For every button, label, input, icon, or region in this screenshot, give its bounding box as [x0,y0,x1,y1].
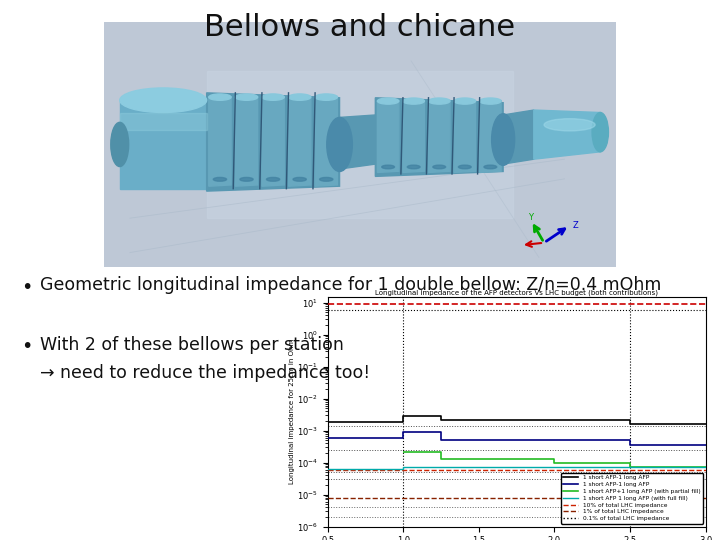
Ellipse shape [111,123,129,166]
Text: •: • [22,278,33,297]
Polygon shape [262,97,284,186]
Bar [207,71,513,218]
Polygon shape [315,97,338,186]
Ellipse shape [544,119,595,131]
Polygon shape [403,100,424,172]
Ellipse shape [459,165,471,169]
Text: Bellows and chicane: Bellows and chicane [204,14,516,43]
Bar [120,112,207,130]
Polygon shape [235,97,258,186]
Text: With 2 of these bellows per station: With 2 of these bellows per station [40,336,343,354]
Ellipse shape [484,165,497,169]
Polygon shape [534,110,600,159]
Ellipse shape [235,94,258,100]
Ellipse shape [315,94,338,100]
Ellipse shape [266,178,280,181]
Text: •: • [22,338,33,356]
Ellipse shape [262,94,284,100]
Ellipse shape [327,117,352,172]
Text: Z: Z [572,221,578,230]
Polygon shape [480,100,501,172]
Ellipse shape [377,98,399,104]
Ellipse shape [454,98,475,104]
Title: Longitudinal impedance of the AFP detectors Vs LHC budget (both contributions): Longitudinal impedance of the AFP detect… [375,289,658,296]
Ellipse shape [428,98,450,104]
Legend: 1 short AFP-1 long AFP, 1 short AFP-1 long AFP, 1 short AFP+1 long AFP (with par: 1 short AFP-1 long AFP, 1 short AFP-1 lo… [561,473,703,524]
Ellipse shape [209,94,231,100]
Polygon shape [207,93,340,191]
Ellipse shape [382,165,395,169]
Ellipse shape [403,98,424,104]
Ellipse shape [492,114,515,165]
Ellipse shape [592,112,608,152]
Ellipse shape [480,98,501,104]
Polygon shape [377,100,399,172]
Ellipse shape [289,94,311,100]
Ellipse shape [433,165,446,169]
Y-axis label: Longitudinal impedance for 25cm in Ohm: Longitudinal impedance for 25cm in Ohm [289,339,295,484]
Ellipse shape [408,165,420,169]
Ellipse shape [320,178,333,181]
Polygon shape [454,100,475,172]
Ellipse shape [240,178,253,181]
Polygon shape [120,100,207,188]
Ellipse shape [213,178,227,181]
Polygon shape [209,97,231,186]
Text: Geometric longitudinal impedance for 1 double bellow: Z/n=0.4 mOhm: Geometric longitudinal impedance for 1 d… [40,276,661,294]
Polygon shape [340,115,375,169]
Polygon shape [289,97,311,186]
Polygon shape [375,98,503,177]
Polygon shape [503,110,534,164]
Text: → need to reduce the impedance too!: → need to reduce the impedance too! [40,364,370,382]
Ellipse shape [120,88,207,112]
Ellipse shape [293,178,306,181]
Text: Y: Y [528,213,533,221]
Polygon shape [428,100,450,172]
